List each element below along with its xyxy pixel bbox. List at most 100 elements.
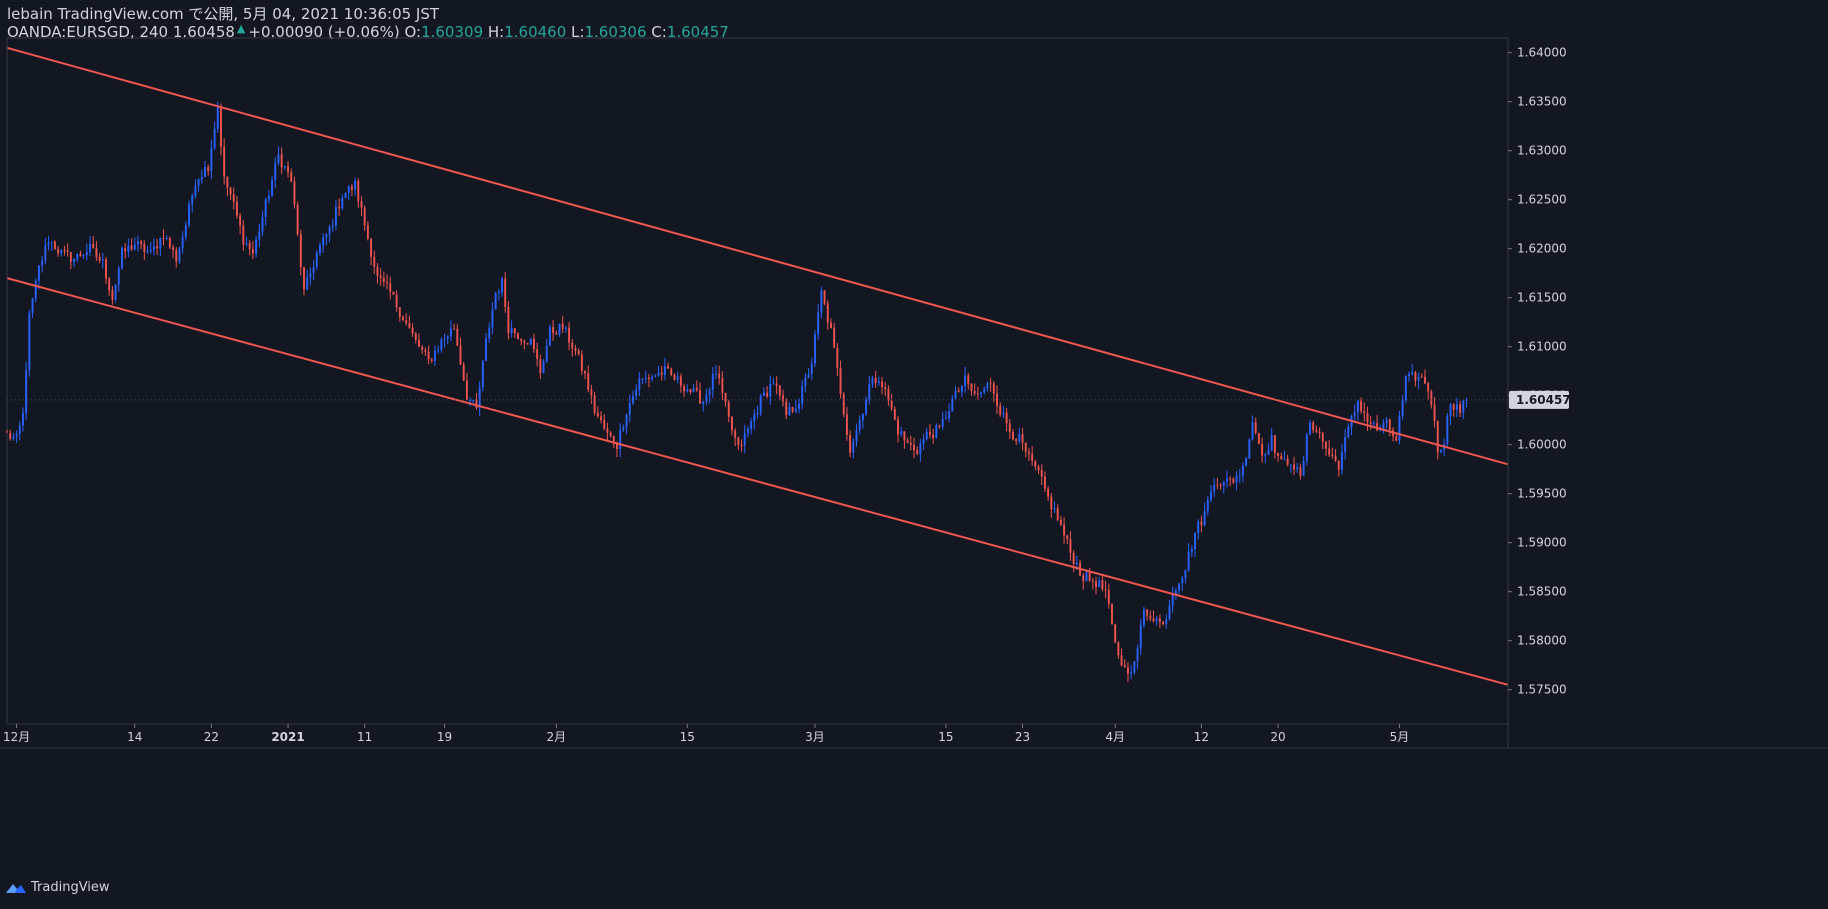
candle-body bbox=[162, 237, 165, 239]
candle-body bbox=[296, 204, 299, 235]
candle-body bbox=[28, 312, 31, 371]
symbol-label[interactable]: OANDA:EURSGD, 240 bbox=[7, 23, 169, 41]
candle-body bbox=[1095, 581, 1097, 588]
last-price-badge-label: 1.60457 bbox=[1516, 393, 1571, 407]
time-axis[interactable]: 12月 14 22 2021 11 19 2月 15 3月 15 23 4月 12 20 5月 bbox=[3, 724, 1409, 744]
candle-body bbox=[146, 251, 149, 253]
candle-body bbox=[373, 256, 376, 267]
candle-body bbox=[370, 238, 373, 257]
candle-body bbox=[248, 243, 251, 250]
candle-body bbox=[584, 370, 587, 374]
candle-body bbox=[836, 347, 839, 369]
candle-body bbox=[31, 298, 34, 313]
price-axis[interactable]: 1.64000 1.63500 1.63000 1.62500 1.62000 1.615… bbox=[1508, 46, 1571, 697]
time-tick-label: 15 bbox=[938, 730, 953, 744]
candle-body bbox=[481, 360, 484, 388]
candle-body bbox=[207, 167, 210, 172]
candle-body bbox=[303, 267, 305, 290]
candle-body bbox=[159, 237, 162, 249]
candle-body bbox=[715, 373, 717, 375]
candle-body bbox=[1018, 434, 1021, 442]
candle-body bbox=[807, 373, 810, 378]
candle-body bbox=[287, 166, 289, 173]
candle-body bbox=[1184, 569, 1187, 578]
time-tick-label: 12 bbox=[1194, 730, 1209, 744]
candle-body bbox=[53, 241, 56, 250]
candle-body bbox=[136, 241, 139, 245]
candle-body bbox=[1424, 376, 1426, 384]
candle-body bbox=[1111, 604, 1113, 625]
candle-body bbox=[539, 359, 542, 373]
time-tick-label: 2月 bbox=[546, 730, 566, 744]
candle-body bbox=[1344, 436, 1347, 453]
candle-body bbox=[596, 412, 599, 417]
candle-body bbox=[216, 107, 219, 129]
candle-body bbox=[523, 341, 526, 343]
candle-body bbox=[552, 327, 555, 333]
candle-body bbox=[951, 398, 954, 412]
candle-body bbox=[810, 363, 813, 374]
candle-body bbox=[1325, 441, 1327, 449]
candle-body bbox=[1289, 464, 1292, 466]
candle-body bbox=[376, 266, 379, 276]
candle-body bbox=[1449, 404, 1452, 417]
candle-body bbox=[1005, 412, 1008, 424]
candle-body bbox=[826, 303, 829, 323]
candle-body bbox=[85, 252, 88, 256]
candle-body bbox=[1075, 562, 1078, 565]
candle-body bbox=[437, 350, 440, 352]
candle-body bbox=[1459, 404, 1462, 413]
candle-body bbox=[568, 327, 571, 343]
candle-body bbox=[1024, 442, 1027, 452]
candle-body bbox=[1366, 413, 1369, 423]
publish-info: lebain TradingView.com で公開, 5月 04, 2021 … bbox=[7, 5, 440, 23]
candle-body bbox=[37, 265, 40, 281]
candle-body bbox=[1331, 454, 1334, 457]
candle-body bbox=[1264, 454, 1267, 456]
candle-body bbox=[140, 241, 143, 244]
candle-body bbox=[1130, 672, 1133, 674]
candle-body bbox=[932, 434, 935, 438]
candle-body bbox=[740, 444, 743, 446]
candle-body bbox=[22, 413, 24, 426]
candle-body bbox=[1251, 422, 1254, 440]
price-tick-label: 1.61000 bbox=[1517, 340, 1567, 354]
candle-body bbox=[1248, 439, 1251, 459]
candle-body bbox=[1363, 411, 1366, 414]
candle-body bbox=[903, 431, 906, 441]
footer-brand-label: TradingView bbox=[31, 880, 110, 895]
time-tick-label: 5月 bbox=[1390, 730, 1410, 744]
candle-body bbox=[641, 378, 644, 380]
candle-body bbox=[996, 393, 998, 406]
candle-body bbox=[820, 290, 823, 313]
price-tick-label: 1.58000 bbox=[1517, 634, 1567, 648]
candles-layer bbox=[6, 101, 1468, 682]
close-label: C: bbox=[651, 23, 667, 41]
candle-body bbox=[1059, 519, 1062, 525]
candle-body bbox=[1353, 412, 1356, 416]
candle-body bbox=[449, 328, 452, 337]
candle-body bbox=[12, 436, 15, 439]
candle-body bbox=[600, 416, 602, 420]
candle-body bbox=[235, 201, 238, 216]
candle-body bbox=[692, 388, 695, 392]
candle-body bbox=[766, 392, 769, 397]
candle-body bbox=[628, 403, 631, 415]
candle-body bbox=[814, 334, 816, 364]
candle-body bbox=[1229, 478, 1232, 480]
candle-body bbox=[1197, 521, 1200, 534]
candle-body bbox=[948, 411, 951, 419]
candle-body bbox=[1031, 453, 1034, 461]
candle-body bbox=[890, 400, 893, 409]
candle-body bbox=[1213, 484, 1216, 492]
time-tick-label: 20 bbox=[1270, 730, 1285, 744]
candle-body bbox=[1283, 459, 1286, 461]
candle-body bbox=[411, 327, 414, 334]
footer-brand[interactable]: TradingView bbox=[5, 880, 110, 895]
candle-body bbox=[989, 383, 992, 385]
candle-body bbox=[274, 163, 277, 180]
candle-body bbox=[60, 250, 63, 254]
candle-body bbox=[734, 430, 737, 438]
candle-body bbox=[785, 401, 788, 415]
